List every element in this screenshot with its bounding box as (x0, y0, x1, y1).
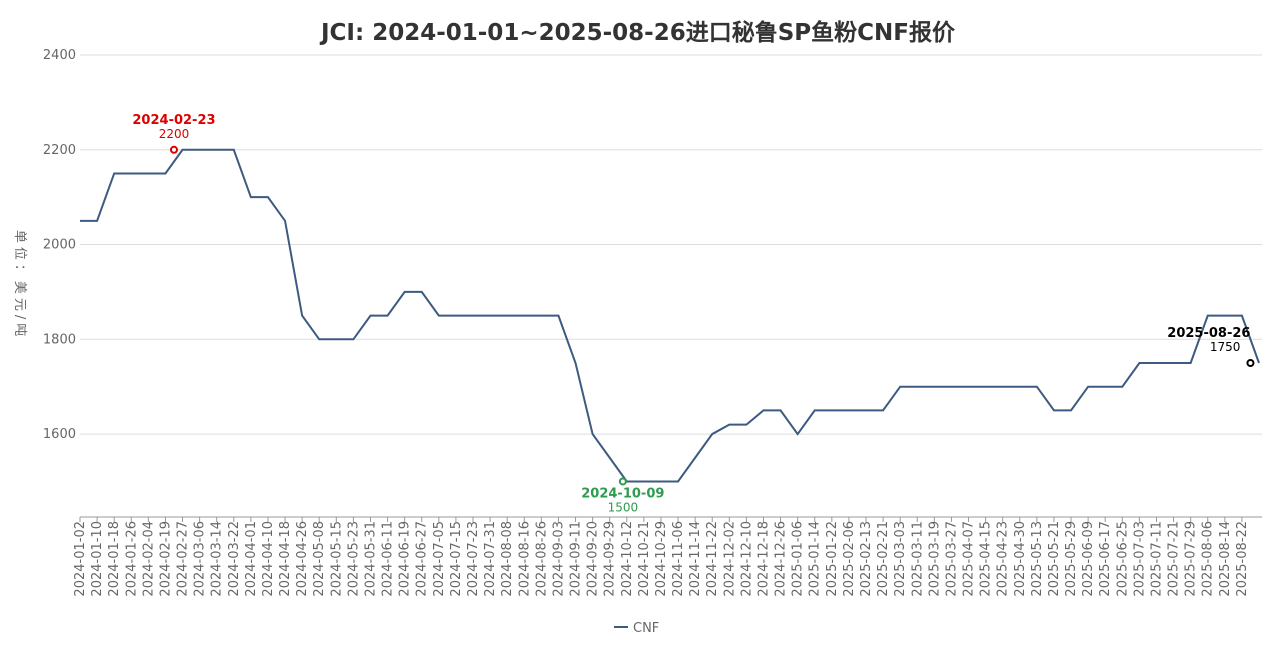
x-tick-label: 2025-03-03 (893, 521, 908, 597)
x-tick-label: 2024-07-05 (432, 521, 447, 597)
x-tick-label: 2025-07-21 (1167, 521, 1182, 597)
x-tick-label: 2025-05-13 (1030, 521, 1045, 597)
x-tick-label: 2025-03-11 (910, 521, 925, 597)
annotation-marker (1246, 359, 1255, 367)
x-tick-label: 2024-10-21 (637, 521, 652, 597)
x-tick-label: 2024-03-06 (193, 521, 208, 597)
x-tick-label: 2024-04-26 (295, 521, 310, 597)
annotation-value: 1750 (1210, 340, 1241, 354)
x-tick-label: 2024-02-19 (158, 521, 173, 597)
x-tick-label: 2025-05-29 (1064, 521, 1079, 597)
x-tick-label: 2025-04-15 (979, 521, 994, 597)
x-tick-label: 2025-07-11 (1149, 521, 1164, 597)
x-tick-label: 2024-08-16 (517, 521, 532, 597)
y-tick-label: 1800 (43, 332, 76, 347)
x-tick-label: 2024-11-06 (671, 521, 686, 597)
x-tick-label: 2024-06-19 (398, 521, 413, 597)
x-tick-label: 2024-07-31 (483, 521, 498, 597)
y-tick-label: 2400 (43, 48, 76, 63)
legend-label: CNF (633, 621, 659, 636)
x-tick-label: 2024-01-18 (107, 521, 122, 597)
y-tick-label: 1600 (43, 427, 76, 442)
x-tick-label: 2025-07-29 (1184, 521, 1199, 597)
x-tick-label: 2024-08-08 (500, 521, 515, 597)
x-tick-label: 2024-05-08 (312, 521, 327, 597)
x-tick-label: 2024-09-11 (569, 521, 584, 597)
x-tick-label: 2024-02-04 (141, 521, 156, 597)
annotation-marker (169, 145, 178, 154)
annotation-marker (618, 477, 627, 486)
x-tick-label: 2024-04-01 (244, 521, 259, 597)
x-tick-label: 2024-10-12 (620, 521, 635, 597)
annotation-date: 2024-02-23 (132, 113, 215, 128)
y-tick-label: 2000 (43, 238, 76, 253)
x-tick-label: 2024-12-26 (774, 521, 789, 597)
x-tick-label: 2024-05-15 (329, 521, 344, 597)
y-axis-label: 单位：美元/吨 (12, 230, 27, 340)
chart-title: JCI: 2024-01-01~2025-08-26进口秘鲁SP鱼粉CNF报价 (319, 19, 956, 46)
x-tick-label: 2025-02-21 (876, 521, 891, 597)
x-tick-label: 2025-08-22 (1235, 521, 1250, 597)
x-tick-label: 2024-12-10 (739, 521, 754, 597)
x-tick-label: 2024-09-29 (603, 521, 618, 597)
x-tick-label: 2025-01-22 (825, 521, 840, 597)
x-tick-label: 2025-02-13 (859, 521, 874, 597)
x-tick-label: 2024-03-14 (210, 521, 225, 597)
annotation-value: 2200 (159, 127, 190, 141)
x-tick-label: 2024-06-27 (415, 521, 430, 597)
x-tick-label: 2024-12-02 (722, 521, 737, 597)
x-tick-label: 2024-06-11 (381, 521, 396, 597)
x-tick-label: 2025-03-27 (944, 521, 959, 597)
x-tick-label: 2024-04-18 (278, 521, 293, 597)
annotation-value: 1500 (608, 500, 639, 514)
x-tick-label: 2024-07-23 (466, 521, 481, 597)
x-tick-label: 2024-09-20 (586, 521, 601, 597)
x-tick-label: 2024-11-22 (705, 521, 720, 597)
x-tick-label: 2024-12-18 (756, 521, 771, 597)
x-tick-label: 2025-07-03 (1132, 521, 1147, 597)
annotation-date: 2024-10-09 (581, 486, 664, 501)
x-tick-label: 2024-10-29 (654, 521, 669, 597)
line (80, 148, 1260, 483)
x-tick-label: 2024-11-14 (688, 521, 703, 597)
x-tick-label: 2025-03-19 (927, 521, 942, 597)
x-tick-label: 2025-08-14 (1218, 521, 1233, 597)
x-tick-label: 2024-05-31 (363, 521, 378, 597)
x-tick-label: 2024-01-10 (90, 521, 105, 597)
x-tick-label: 2025-06-17 (1098, 521, 1113, 597)
x-tick-label: 2024-09-03 (551, 521, 566, 597)
x-tick-label: 2025-05-21 (1047, 521, 1062, 597)
x-tick-label: 2024-02-27 (176, 521, 191, 597)
x-tick-label: 2025-08-06 (1201, 521, 1216, 597)
x-tick-label: 2025-04-07 (962, 521, 977, 597)
x-tick-label: 2025-06-25 (1115, 521, 1130, 597)
x-tick-label: 2024-08-26 (534, 521, 549, 597)
x-tick-label: 2025-02-06 (842, 521, 857, 597)
x-tick-label: 2025-01-14 (808, 521, 823, 597)
x-tick-label: 2025-04-30 (1013, 521, 1028, 597)
x-tick-label: 2025-04-23 (996, 521, 1011, 597)
x-tick-label: 2024-01-02 (73, 521, 88, 597)
x-tick-label: 2024-07-15 (449, 521, 464, 597)
x-tick-label: 2024-04-10 (261, 521, 276, 597)
x-tick-label: 2025-06-09 (1081, 521, 1096, 597)
x-tick-label: 2024-05-23 (346, 521, 361, 597)
annotation-date: 2025-08-26 (1167, 326, 1250, 341)
x-tick-label: 2024-01-26 (124, 521, 139, 597)
y-tick-label: 2200 (43, 143, 76, 158)
x-tick-label: 2024-03-22 (227, 521, 242, 597)
x-tick-label: 2025-01-06 (791, 521, 806, 597)
